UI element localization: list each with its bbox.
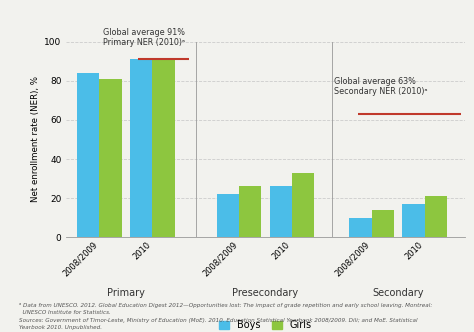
Text: Global average 63%
Secondary NER (2010)ᵃ: Global average 63% Secondary NER (2010)ᵃ <box>334 77 428 96</box>
Bar <box>239 187 261 237</box>
Bar <box>349 218 372 237</box>
Bar <box>372 210 394 237</box>
Text: Secondary: Secondary <box>373 288 424 298</box>
Bar <box>99 79 121 237</box>
Text: Global average 91%
Primary NER (2010)ᵃ: Global average 91% Primary NER (2010)ᵃ <box>103 28 185 47</box>
Bar <box>77 73 99 237</box>
Text: UNESCO Institute for Statistics.: UNESCO Institute for Statistics. <box>19 310 111 315</box>
Bar <box>152 59 174 237</box>
Bar <box>270 187 292 237</box>
Y-axis label: Net enrollment rate (NER), %: Net enrollment rate (NER), % <box>31 76 40 203</box>
Bar <box>402 204 425 237</box>
Bar <box>130 59 152 237</box>
Text: Yearbook 2010. Unpublished.: Yearbook 2010. Unpublished. <box>19 325 102 330</box>
Text: Sources: Government of Timor-Leste, Ministry of Education (MoE). 2010. Education: Sources: Government of Timor-Leste, Mini… <box>19 318 418 323</box>
Text: ᵃ Data from UNESCO. 2012. Global Education Digest 2012—Opportunities lost: The i: ᵃ Data from UNESCO. 2012. Global Educati… <box>19 303 432 308</box>
Text: Presecondary: Presecondary <box>232 288 299 298</box>
Legend: Boys, Girls: Boys, Girls <box>215 317 316 332</box>
Text: Primary: Primary <box>107 288 145 298</box>
Bar <box>425 196 447 237</box>
Bar <box>292 173 314 237</box>
Bar <box>217 194 239 237</box>
